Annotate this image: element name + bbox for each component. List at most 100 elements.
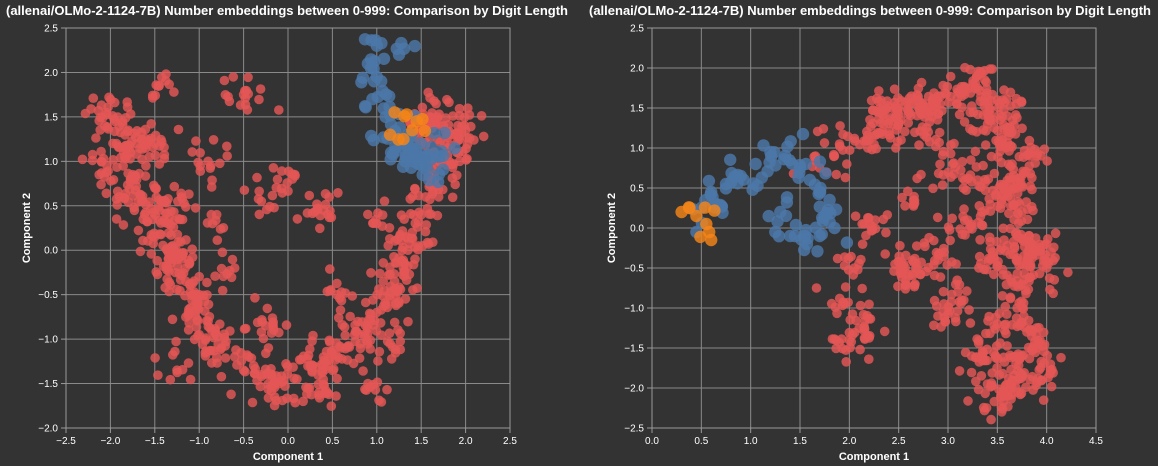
data-point (385, 269, 395, 280)
data-point (296, 354, 307, 365)
data-point (934, 248, 944, 259)
data-point (1024, 272, 1035, 283)
data-point (99, 172, 110, 182)
data-point (395, 336, 406, 347)
data-point (122, 102, 133, 112)
data-point (932, 212, 943, 223)
data-point (459, 120, 470, 131)
data-point (448, 142, 461, 155)
data-point (964, 305, 974, 315)
data-point (991, 135, 1001, 146)
data-point (999, 104, 1009, 115)
data-point (864, 299, 874, 310)
data-point (944, 225, 955, 235)
data-point (958, 211, 968, 222)
data-point (1024, 135, 1035, 146)
data-point (117, 117, 128, 127)
data-point (889, 84, 900, 94)
data-point (194, 271, 204, 282)
data-point (120, 188, 131, 199)
data-point (946, 297, 957, 307)
data-point (812, 126, 823, 137)
data-point (266, 328, 277, 338)
data-point (365, 344, 376, 354)
data-point (374, 346, 385, 357)
data-point (903, 186, 913, 197)
data-point (967, 224, 977, 234)
data-point (77, 154, 88, 165)
data-point (324, 389, 334, 400)
data-point (169, 207, 179, 217)
data-point (206, 161, 216, 171)
data-point (206, 182, 217, 192)
data-point (698, 201, 712, 214)
data-point (169, 215, 180, 226)
data-point (376, 397, 387, 407)
data-point (454, 135, 464, 145)
data-point (965, 107, 975, 118)
data-point (1011, 254, 1022, 265)
data-point (871, 129, 882, 140)
data-point (1000, 391, 1010, 401)
data-point (450, 179, 461, 190)
data-point (271, 182, 282, 193)
data-point (987, 64, 997, 74)
data-point (410, 183, 420, 194)
data-point (375, 268, 385, 279)
data-point (384, 328, 395, 339)
data-point (195, 148, 205, 158)
data-point (866, 226, 877, 236)
data-point (979, 65, 990, 76)
data-point (386, 148, 400, 161)
data-point (151, 80, 161, 90)
x-tick-label: 1.0 (370, 436, 384, 447)
data-point (1048, 288, 1058, 299)
x-tick-label: 0.0 (645, 436, 659, 447)
data-point (179, 198, 189, 208)
y-tick-label: 1.0 (44, 157, 58, 168)
data-point (378, 276, 389, 287)
data-point (157, 137, 167, 147)
data-point (916, 257, 926, 268)
data-point (159, 215, 169, 226)
x-tick-label: −1.0 (189, 436, 209, 447)
x-tick-label: 0.0 (281, 436, 295, 447)
data-point (869, 139, 879, 150)
y-tick-label: −0.5 (624, 264, 644, 275)
data-point (956, 298, 966, 308)
data-point (282, 393, 292, 404)
data-point (811, 245, 824, 258)
data-point (944, 306, 955, 316)
data-point (96, 179, 106, 190)
x-tick-label: 2.5 (503, 436, 517, 447)
data-point (1008, 199, 1019, 210)
data-point (173, 237, 183, 247)
data-point (191, 136, 201, 146)
data-point (388, 106, 401, 119)
data-point (893, 256, 904, 267)
data-point (444, 97, 454, 108)
data-point (207, 175, 217, 185)
data-point (382, 384, 392, 395)
data-point (931, 134, 941, 145)
y-tick-label: −2.0 (38, 424, 58, 435)
data-point (220, 353, 231, 363)
data-point (158, 261, 169, 272)
data-point (1017, 371, 1027, 382)
data-point (280, 381, 290, 392)
data-point (476, 111, 487, 121)
data-point (195, 161, 205, 171)
data-point (431, 175, 445, 189)
y-tick-label: 1.0 (630, 144, 644, 155)
data-point (454, 156, 465, 167)
data-point (874, 103, 885, 114)
data-point (903, 118, 914, 128)
data-point (813, 186, 827, 199)
data-point (896, 135, 906, 145)
data-point (253, 194, 264, 204)
data-point (724, 153, 737, 166)
data-point (350, 326, 361, 337)
data-point (840, 236, 854, 249)
data-point (1026, 331, 1037, 342)
